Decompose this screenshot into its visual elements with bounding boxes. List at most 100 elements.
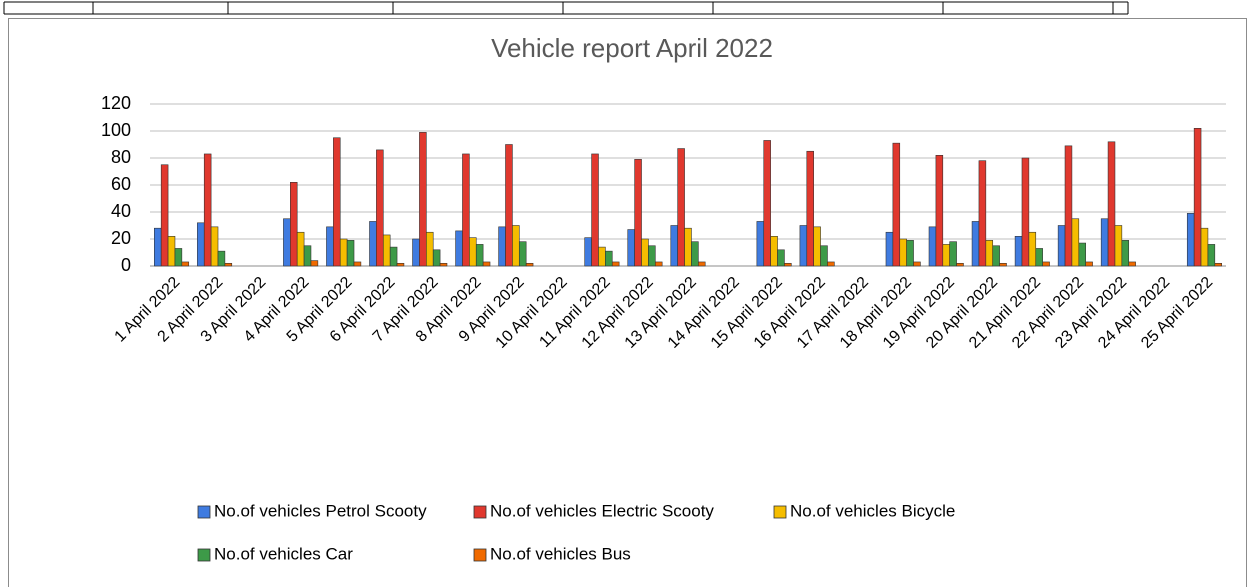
bar: [389, 246, 398, 267]
legend-label: No.of vehicles Bus: [490, 544, 631, 563]
chart-title: Vehicle report April 2022: [491, 33, 773, 63]
chart-border: [8, 18, 1247, 587]
bar: [462, 153, 470, 267]
bar: [505, 144, 513, 267]
bar: [985, 240, 994, 267]
bar: [1028, 231, 1037, 267]
bar: [598, 246, 606, 267]
bar: [949, 241, 957, 267]
bar: [412, 238, 420, 267]
bar: [432, 249, 441, 267]
bar: [806, 150, 814, 267]
bar: [310, 260, 319, 267]
bar: [677, 148, 685, 267]
bar: [303, 245, 312, 267]
bar: [1035, 248, 1043, 267]
bar: [339, 238, 348, 267]
bar: [181, 261, 190, 267]
bar: [217, 250, 226, 267]
bar: [290, 182, 298, 267]
bar: [1107, 141, 1116, 267]
bar: [203, 153, 212, 267]
bar: [820, 245, 828, 267]
bar: [1014, 236, 1023, 267]
bar: [892, 142, 901, 267]
bar: [784, 262, 792, 267]
bar: [455, 230, 463, 267]
bar: [1078, 242, 1086, 267]
bar: [698, 261, 706, 267]
bar: [654, 261, 663, 267]
bar: [224, 262, 233, 267]
bar: [174, 248, 183, 267]
bar: [1114, 225, 1123, 267]
legend-label: No.of vehicles Bicycle: [790, 501, 955, 520]
y-tick-label: 120: [101, 93, 131, 113]
bar: [992, 245, 1000, 267]
legend-label: No.of vehicles Car: [214, 544, 353, 563]
bar: [1121, 240, 1130, 267]
bar: [283, 218, 291, 267]
bar: [756, 221, 765, 267]
bar: [770, 236, 778, 267]
top-table-strip: [3, 1, 1129, 15]
bar: [382, 234, 391, 267]
bar: [670, 225, 678, 267]
y-tick-label: 40: [111, 201, 131, 221]
bar: [641, 238, 649, 267]
bar: [1071, 218, 1080, 267]
bar: [498, 226, 506, 267]
bar: [333, 137, 341, 267]
bar: [928, 226, 937, 267]
bar: [160, 164, 169, 267]
bar: [475, 244, 484, 267]
bar: [1200, 227, 1209, 267]
bar: [1064, 145, 1073, 267]
y-tick-label: 0: [121, 255, 131, 275]
y-tick-label: 20: [111, 228, 131, 248]
bar: [813, 226, 821, 267]
legend-label: No.of vehicles Petrol Scooty: [214, 501, 427, 520]
bar: [956, 262, 964, 267]
bar: [584, 237, 592, 267]
bar: [1085, 261, 1093, 267]
legend-swatch: [773, 505, 787, 519]
legend-swatch: [197, 548, 211, 562]
bar: [913, 261, 921, 267]
bar: [518, 241, 527, 267]
bar: [1042, 261, 1050, 267]
bar: [1057, 225, 1066, 267]
bar: [1207, 244, 1216, 267]
bar: [419, 132, 427, 267]
bar: [1186, 213, 1195, 267]
y-tick-label: 60: [111, 174, 131, 194]
bar: [439, 262, 448, 267]
bar: [346, 240, 355, 267]
bar: [154, 227, 162, 267]
legend-swatch: [473, 505, 487, 519]
bar: [1100, 218, 1109, 267]
bar: [799, 225, 808, 267]
bar: [512, 225, 520, 267]
bar: [978, 160, 987, 267]
bar: [906, 240, 914, 267]
bar: [296, 231, 305, 267]
bar: [469, 237, 477, 267]
bar: [326, 226, 334, 267]
bar: [1021, 157, 1030, 267]
legend-label: No.of vehicles Electric Scooty: [490, 501, 714, 520]
bar: [353, 261, 362, 267]
bar: [1193, 128, 1202, 267]
bar: [999, 262, 1007, 267]
bar: [396, 262, 405, 267]
bar: [899, 238, 907, 267]
legend-swatch: [197, 505, 211, 519]
bar: [525, 262, 534, 267]
y-tick-label: 80: [111, 147, 131, 167]
bar: [197, 222, 205, 267]
bar: [611, 261, 620, 267]
bar: [627, 229, 635, 267]
bar: [691, 241, 699, 267]
bar: [885, 231, 894, 267]
